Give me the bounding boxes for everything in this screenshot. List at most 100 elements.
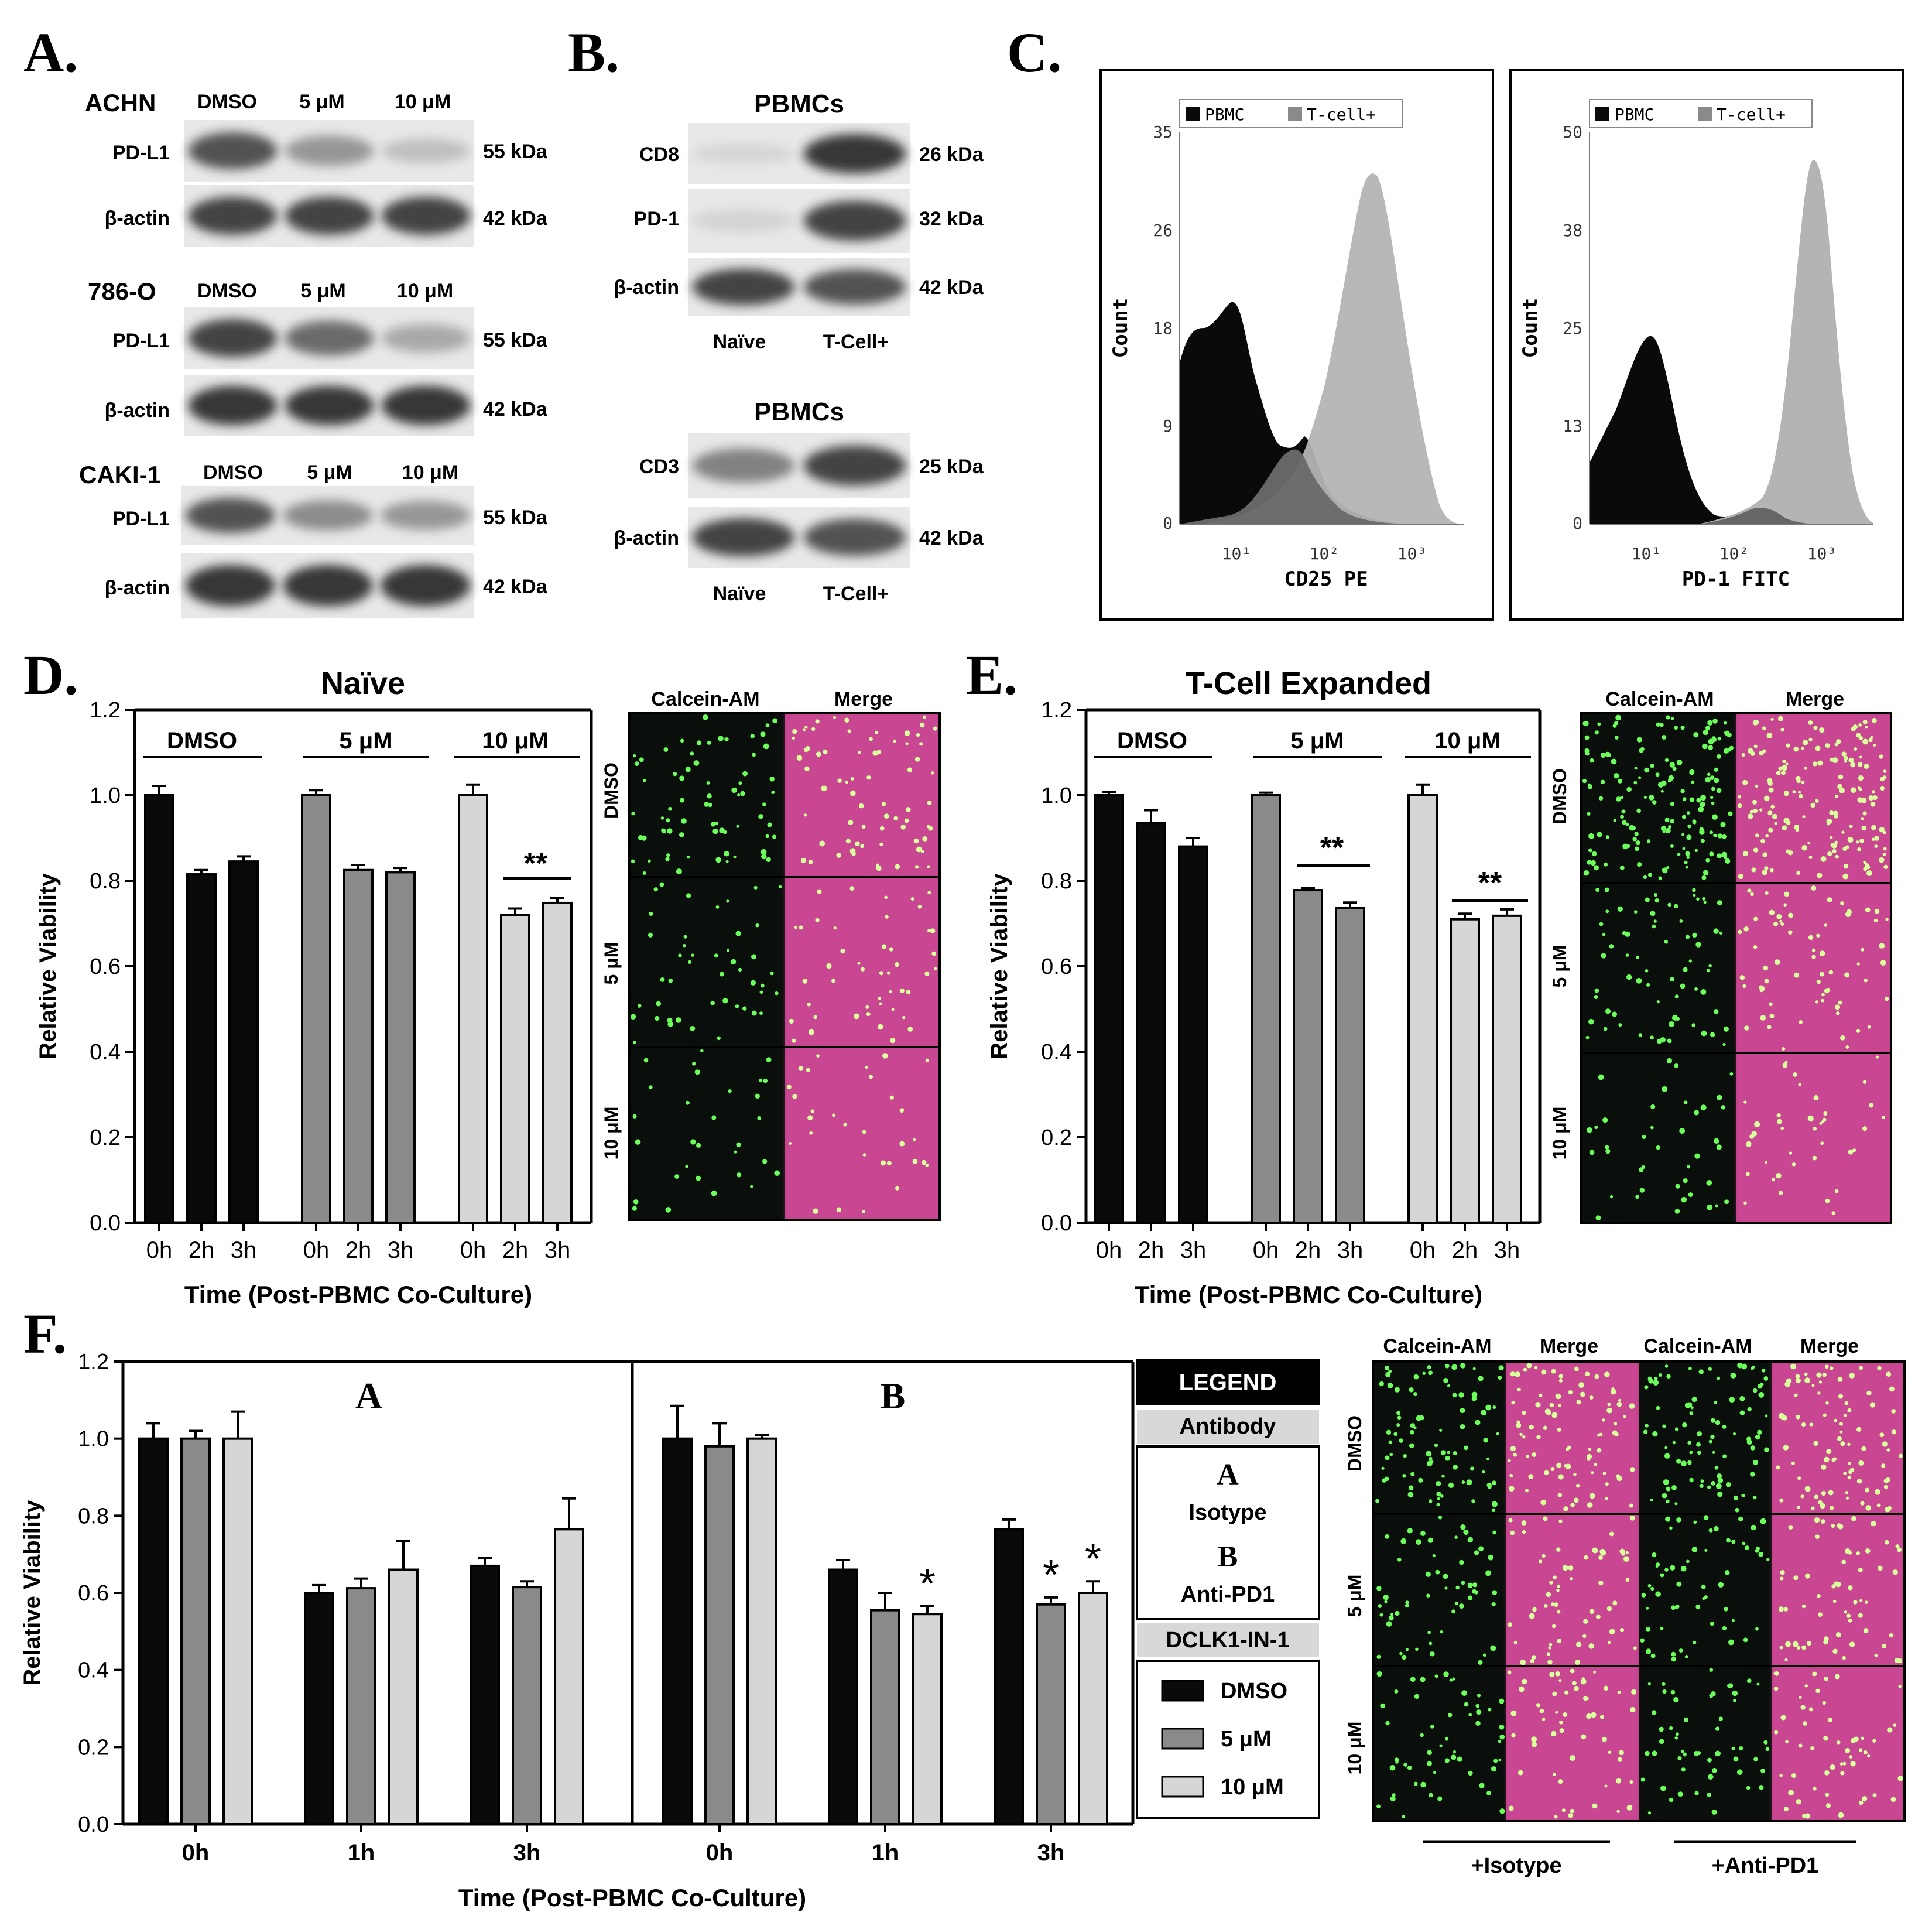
blot-bands xyxy=(188,385,471,426)
cell-dot xyxy=(894,962,899,967)
blot-band xyxy=(188,319,278,358)
blot-band xyxy=(692,268,795,306)
cell-dot xyxy=(1674,904,1678,909)
y-tick: 35 xyxy=(1153,122,1173,142)
cell-dot xyxy=(1671,1485,1677,1490)
cell-dot xyxy=(771,791,775,795)
cell-dot xyxy=(1834,840,1838,844)
blot-band xyxy=(692,143,795,165)
cell-dot xyxy=(631,859,635,863)
calcein-image xyxy=(1639,1666,1772,1821)
cell-dot xyxy=(681,818,687,824)
bar xyxy=(912,1613,943,1825)
cell-dot xyxy=(1791,1162,1796,1167)
cell-dot xyxy=(1662,1493,1667,1499)
cell-dot xyxy=(1745,1545,1749,1550)
cell-dot xyxy=(1688,959,1692,963)
cell-dot xyxy=(1591,1712,1597,1718)
cell-dot xyxy=(1692,819,1697,824)
cell-dot xyxy=(1835,1004,1841,1010)
cell-dot xyxy=(1861,948,1865,952)
cell-dot xyxy=(1848,1585,1853,1591)
cell-dot xyxy=(1547,1660,1553,1665)
cell-dot xyxy=(1599,1548,1606,1555)
cell-dot xyxy=(1510,1371,1515,1377)
cell-dot xyxy=(1605,1008,1611,1014)
cell-dot xyxy=(899,988,905,993)
cell-dot xyxy=(927,800,932,805)
cell-dot xyxy=(632,1114,637,1119)
cell-dot xyxy=(1526,1363,1532,1369)
cell-dot xyxy=(1882,960,1886,964)
cell-dot xyxy=(1653,919,1657,923)
bar xyxy=(1251,794,1281,1224)
cell-dot xyxy=(1708,745,1714,751)
cell-dot xyxy=(891,1008,895,1011)
cell-dot xyxy=(910,897,914,901)
cell-dot xyxy=(1742,779,1748,785)
cell-dot xyxy=(1629,1515,1635,1521)
cell-dot xyxy=(1865,1504,1872,1511)
bar xyxy=(346,1587,376,1826)
cell-dot xyxy=(1832,1457,1837,1462)
cell-dot xyxy=(836,853,841,858)
cell-dot xyxy=(1413,1374,1419,1380)
cell-dot xyxy=(840,949,845,954)
cell-dot xyxy=(1747,888,1752,893)
cell-dot xyxy=(1798,1083,1802,1087)
cell-dot xyxy=(1647,873,1652,877)
cell-dot xyxy=(1835,1011,1840,1015)
cell-dot xyxy=(1693,1520,1697,1524)
cell-dot xyxy=(641,835,647,841)
cell-dot xyxy=(1811,885,1817,891)
cell-dot xyxy=(1595,1614,1601,1619)
cell-dot xyxy=(1451,1754,1457,1760)
cell-dot xyxy=(766,857,771,863)
y-tick-label: 0.4 xyxy=(90,1040,121,1065)
cell-dot xyxy=(1742,851,1748,857)
cell-dot xyxy=(668,978,673,983)
cell-dot xyxy=(1847,1408,1852,1412)
cell-dot xyxy=(1408,1485,1414,1490)
cell-dot xyxy=(1765,1747,1770,1752)
cell-dot xyxy=(703,714,708,720)
cell-dot xyxy=(1619,1627,1625,1633)
legend-item-label: Isotype xyxy=(1188,1500,1266,1525)
y-tick-label: 1.0 xyxy=(90,784,121,808)
cell-dot xyxy=(633,1199,639,1205)
cell-dot xyxy=(1517,1770,1523,1776)
cell-dot xyxy=(1860,817,1864,820)
cell-dot xyxy=(1622,843,1628,850)
cell-dot xyxy=(690,1139,696,1145)
cell-dot xyxy=(843,1123,847,1127)
cell-dot xyxy=(1857,847,1861,851)
cell-dot xyxy=(1584,1555,1588,1560)
cell-dot xyxy=(1639,1188,1645,1193)
cell-dot xyxy=(1742,984,1746,989)
cell-dot xyxy=(1681,1767,1686,1772)
cell-dot xyxy=(876,750,882,755)
cell-dot xyxy=(1409,1387,1414,1393)
cell-dot xyxy=(1653,1380,1659,1386)
cell-dot xyxy=(1589,1150,1595,1155)
protein-label: PD-L1 xyxy=(112,508,170,530)
cell-dot xyxy=(1773,921,1779,926)
cell-dot xyxy=(1410,1423,1416,1428)
cell-dot xyxy=(1655,772,1660,777)
cell-dot xyxy=(1618,1750,1624,1756)
legend-swatch xyxy=(1161,1776,1204,1798)
cell-dot xyxy=(1540,1499,1547,1506)
cell-dot xyxy=(1748,813,1753,819)
cell-dot xyxy=(1491,1766,1496,1772)
x-tick-label: 0h xyxy=(146,1237,173,1263)
blot-band xyxy=(188,196,278,235)
cell-dot xyxy=(752,753,756,757)
cell-dot xyxy=(1831,843,1837,849)
blot-band xyxy=(283,565,373,607)
cell-dot xyxy=(1739,1395,1745,1401)
cell-dot xyxy=(1542,1554,1546,1558)
cell-dot xyxy=(1764,866,1769,871)
cell-dot xyxy=(1742,1541,1746,1545)
cell-dot xyxy=(1808,737,1813,742)
cell-dot xyxy=(1508,1518,1513,1523)
